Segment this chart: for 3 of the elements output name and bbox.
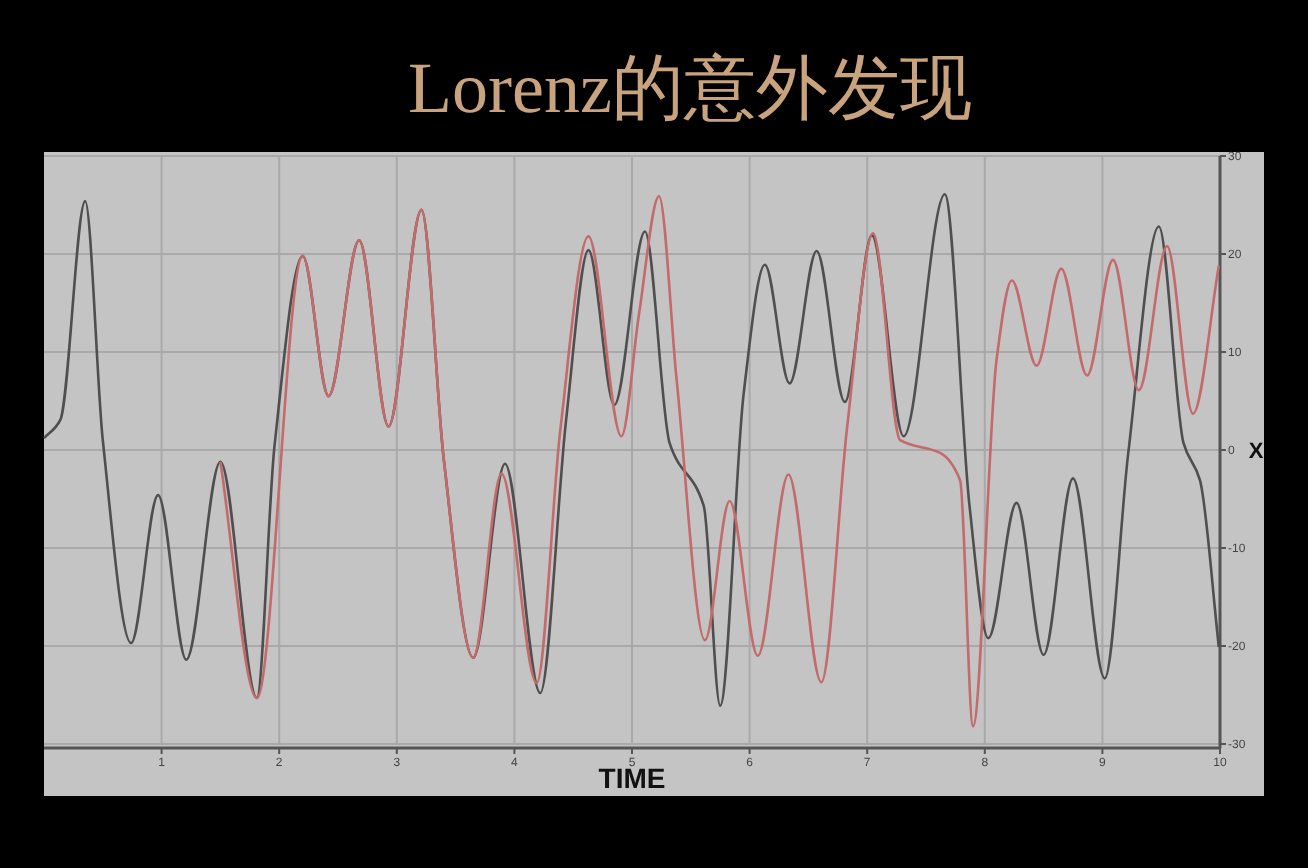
y-axis-title: X bbox=[1248, 440, 1265, 464]
line-series bbox=[219, 194, 1221, 728]
chart-title: Lorenz的意外发现 bbox=[408, 48, 972, 128]
